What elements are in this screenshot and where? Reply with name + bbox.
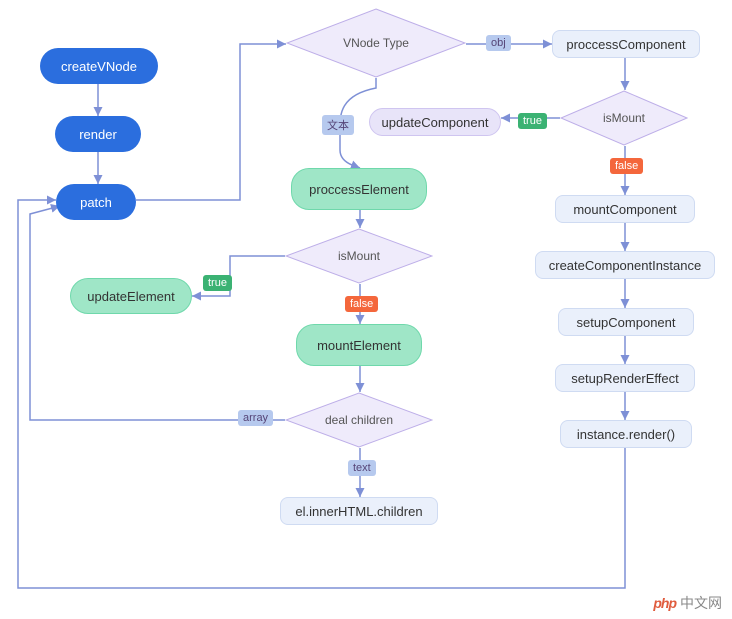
node-mountComponent: mountComponent <box>555 195 695 223</box>
node-isMount1: isMount <box>560 90 688 146</box>
node-proccessElement: proccessElement <box>291 168 427 210</box>
node-isMount2: isMount <box>285 228 433 284</box>
node-setupRenderEffect: setupRenderEffect <box>555 364 695 392</box>
node-label-isMount2: isMount <box>338 249 380 263</box>
node-label-isMount1: isMount <box>603 111 645 125</box>
tag-true2: true <box>203 275 232 291</box>
tag-true1: true <box>518 113 547 129</box>
node-dealChildren: deal children <box>285 392 433 448</box>
edge-patch-vnodeType <box>136 44 286 200</box>
tag-array: array <box>238 410 273 426</box>
node-instanceRender: instance.render() <box>560 420 692 448</box>
watermark-text: 中文网 <box>680 593 722 613</box>
node-elInnerHTML: el.innerHTML.children <box>280 497 438 525</box>
tag-false1: false <box>610 158 643 174</box>
node-createComponentInstance: createComponentInstance <box>535 251 715 279</box>
tag-wenben: 文本 <box>322 115 354 135</box>
tag-obj: obj <box>486 35 511 51</box>
node-patch: patch <box>56 184 136 220</box>
node-proccessComponent: proccessComponent <box>552 30 700 58</box>
node-setupComponent: setupComponent <box>558 308 694 336</box>
tag-false2: false <box>345 296 378 312</box>
node-createVNode: createVNode <box>40 48 158 84</box>
node-updateElement: updateElement <box>70 278 192 314</box>
watermark: php 中文网 <box>653 593 722 613</box>
tag-text: text <box>348 460 376 476</box>
node-updateComponent: updateComponent <box>369 108 501 136</box>
watermark-brand: php <box>653 595 676 611</box>
node-label-vnodeType: VNode Type <box>343 36 409 50</box>
node-render: render <box>55 116 141 152</box>
node-label-dealChildren: deal children <box>325 413 393 427</box>
node-mountElement: mountElement <box>296 324 422 366</box>
node-vnodeType: VNode Type <box>286 8 466 78</box>
